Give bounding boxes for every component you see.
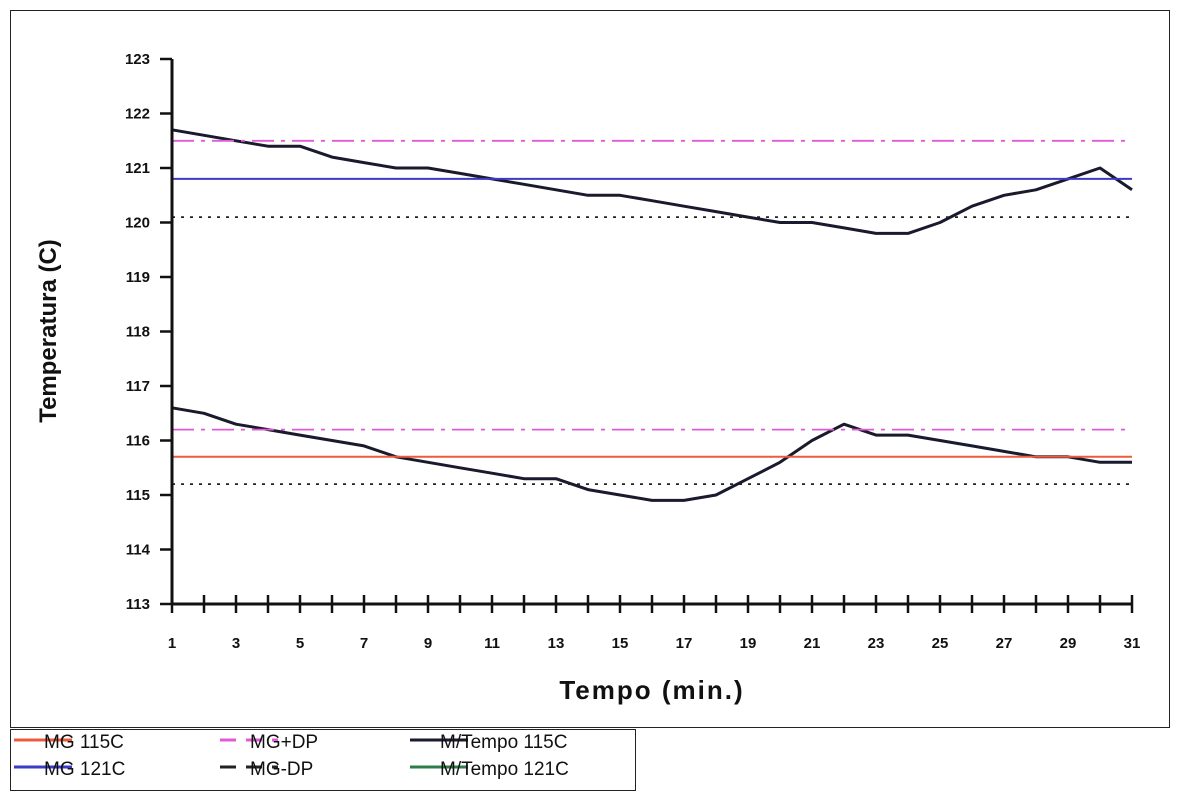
y-tick-label-117: 117 — [126, 378, 150, 395]
legend-label-1: MG+DP — [250, 732, 318, 753]
x-tick-label-3: 3 — [232, 635, 240, 652]
y-tick-label-114: 114 — [126, 542, 151, 559]
series-line-1 — [171, 406, 1132, 502]
x-tick-label-23: 23 — [868, 635, 885, 652]
x-tick-label-25: 25 — [932, 635, 949, 652]
x-tick-label-31: 31 — [1124, 635, 1141, 652]
x-tick-label-5: 5 — [296, 635, 304, 652]
x-tick-label-1: 1 — [168, 635, 176, 652]
x-tick-label-19: 19 — [740, 635, 757, 652]
series-layer — [171, 128, 1133, 502]
legend-layer: MG 115C MG+DP M/Tempo 115C MG 121C MG-DP M/Te… — [14, 732, 569, 780]
x-tick-label-29: 29 — [1060, 635, 1077, 652]
x-tick-label-13: 13 — [548, 635, 565, 652]
y-tick-label-119: 119 — [126, 269, 150, 286]
y-tick-label-120: 120 — [125, 215, 150, 232]
y-tick-label-116: 116 — [126, 433, 150, 450]
y-tick-label-123: 123 — [125, 51, 150, 68]
legend-label-4: MG-DP — [250, 759, 313, 780]
legend-label-0: MG 115C — [44, 732, 124, 753]
legend-label-3: MG 121C — [44, 759, 125, 780]
legend-label-2: M/Tempo 115C — [440, 732, 567, 753]
x-tick-label-11: 11 — [484, 635, 500, 652]
x-tick-label-9: 9 — [424, 635, 432, 652]
y-tick-label-122: 122 — [125, 106, 150, 123]
legend-label-5: M/Tempo 121C — [440, 759, 569, 780]
y-axis-title: Temperatura (C) — [35, 239, 62, 423]
x-axis-title: Tempo (min.) — [559, 675, 744, 705]
y-tick-label-121: 121 — [125, 160, 150, 177]
x-tick-label-17: 17 — [676, 635, 693, 652]
x-tick-label-21: 21 — [804, 635, 821, 652]
y-tick-label-115: 115 — [126, 487, 150, 504]
x-tick-label-7: 7 — [360, 635, 368, 652]
chart-frame — [10, 10, 1170, 728]
y-tick-label-118: 118 — [126, 324, 150, 341]
y-tick-label-113: 113 — [126, 596, 150, 613]
x-tick-label-15: 15 — [612, 635, 629, 652]
legend-box — [10, 729, 636, 791]
series-line-0 — [171, 128, 1133, 235]
x-tick-label-27: 27 — [996, 635, 1013, 652]
